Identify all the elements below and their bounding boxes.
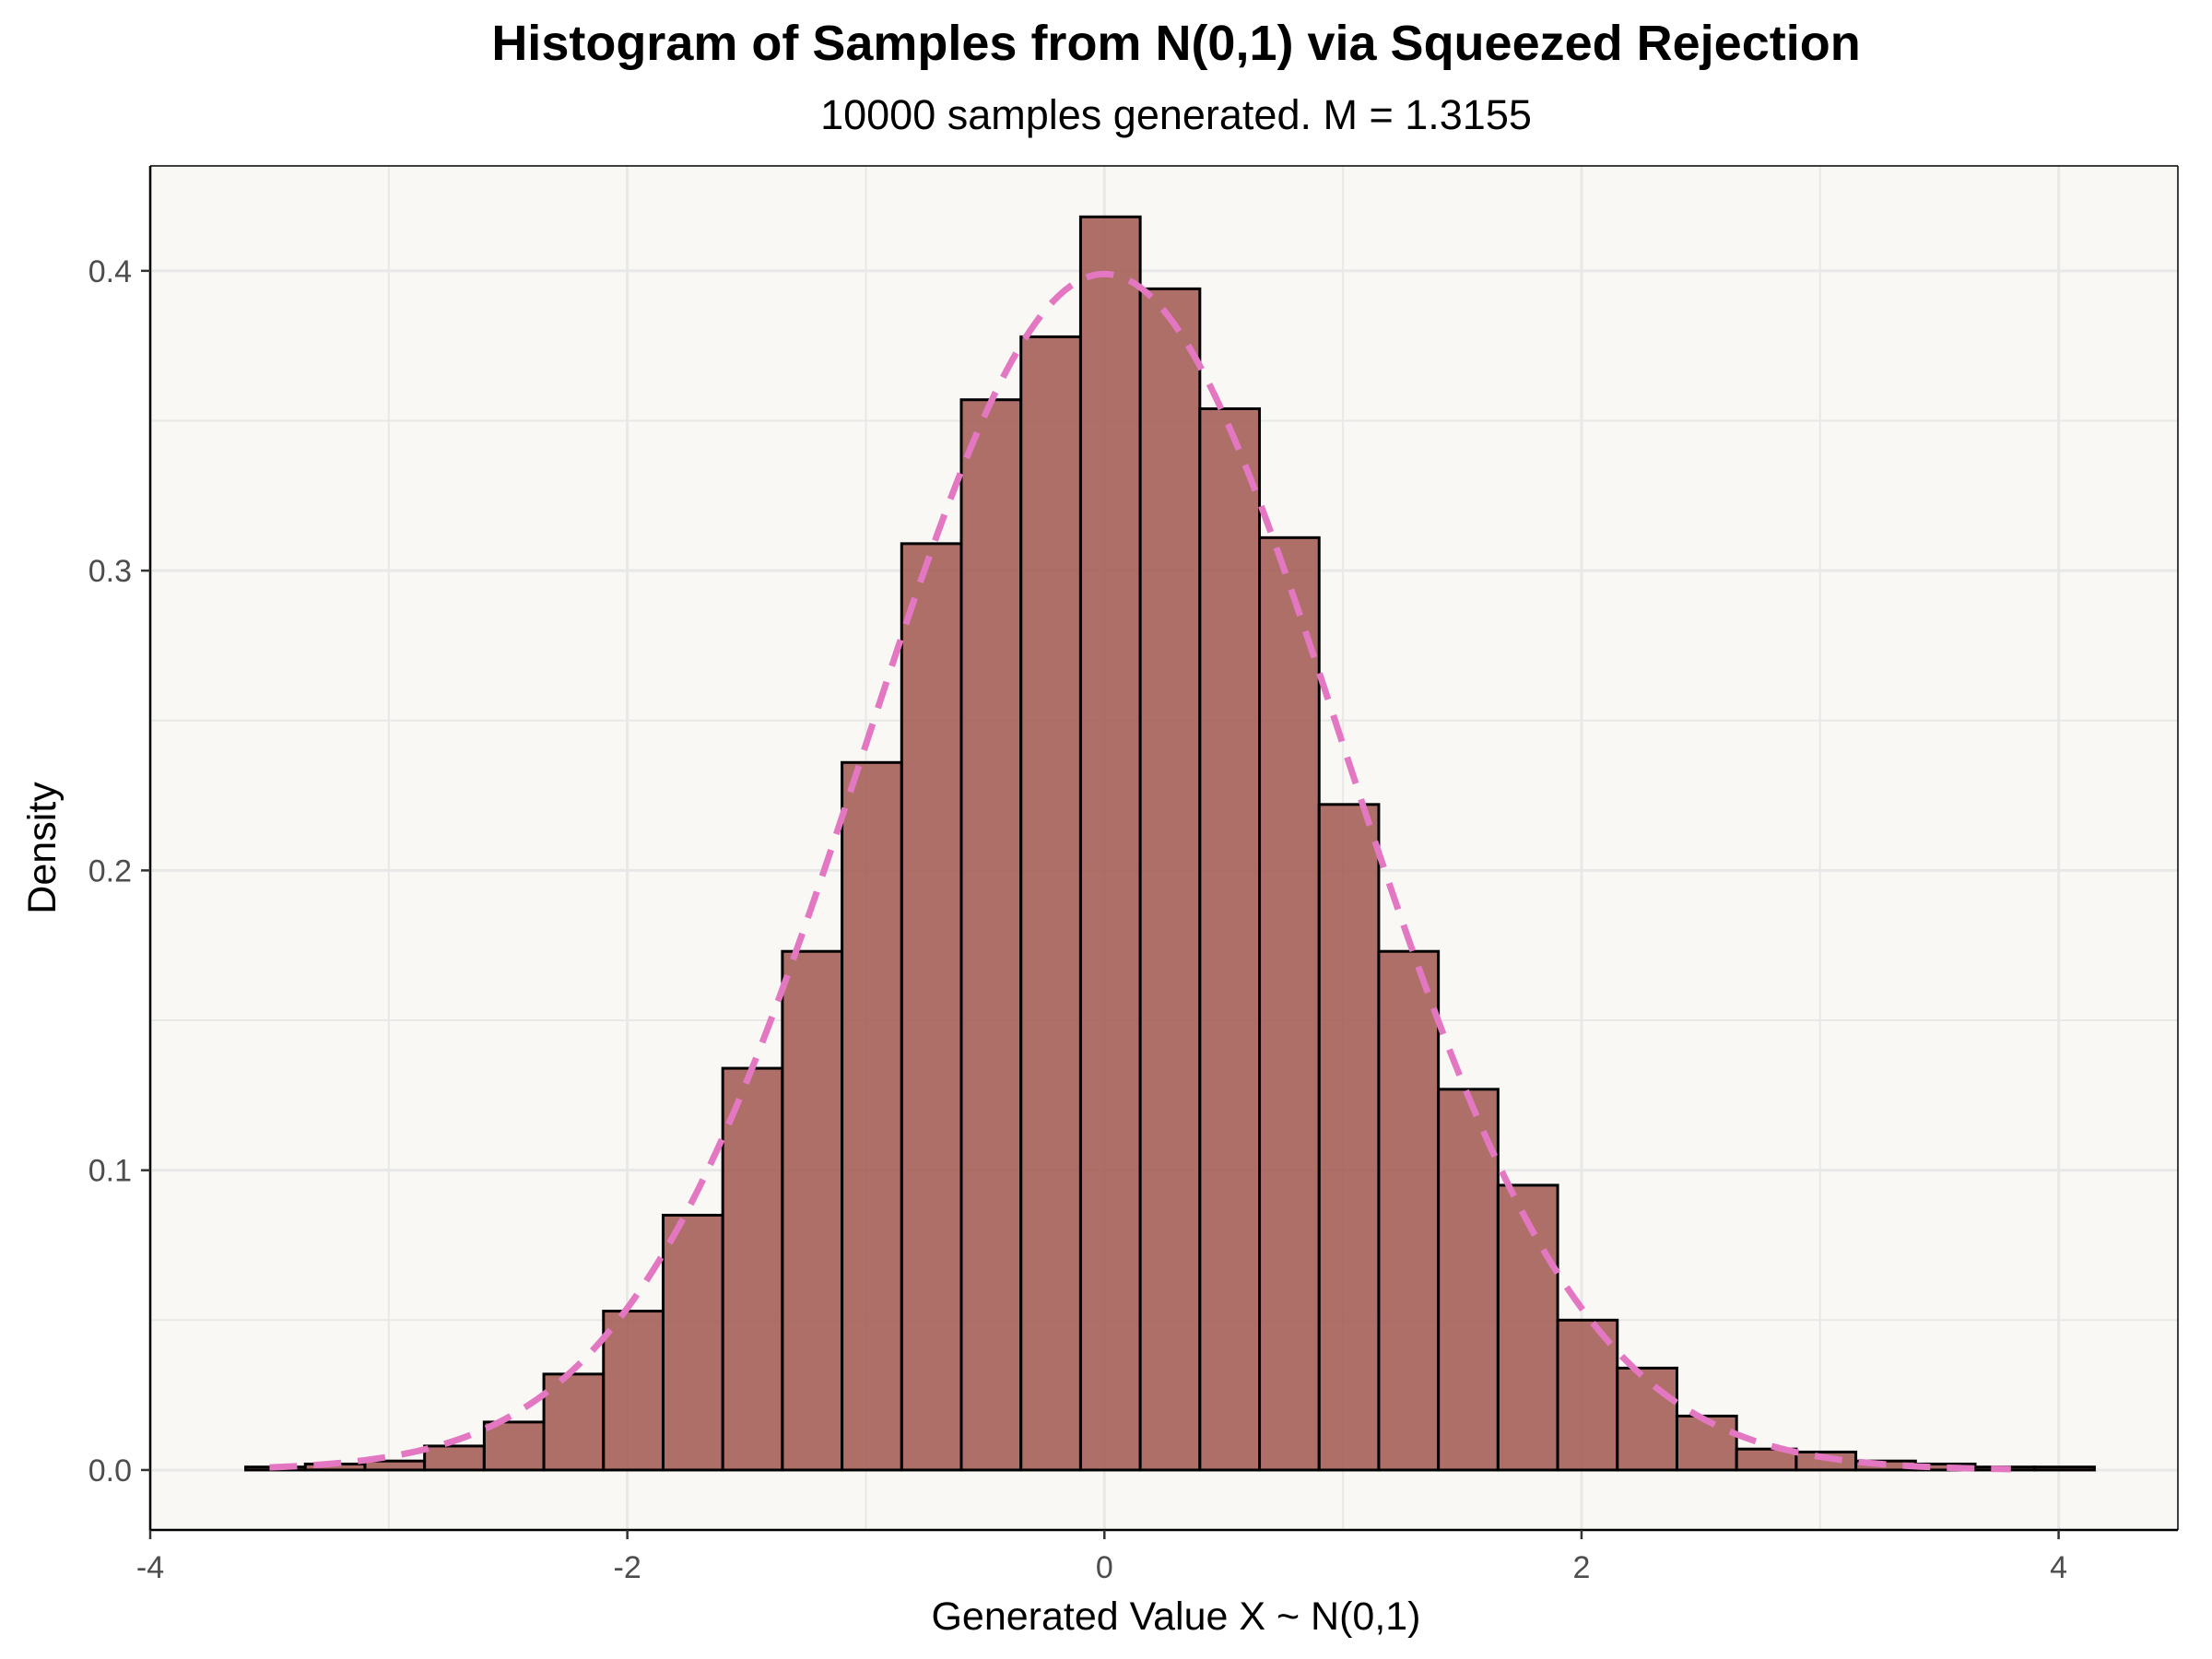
x-tick-label: -2 [614, 1550, 641, 1585]
histogram-bar [900, 542, 963, 1472]
histogram-bar [1258, 535, 1321, 1472]
histogram-bar [661, 1213, 724, 1472]
y-tick-label: 0.2 [88, 853, 132, 888]
histogram-bar [1675, 1414, 1738, 1472]
density-curve-layer [269, 270, 2011, 1473]
histogram-bar [602, 1310, 665, 1472]
x-tick-label: 2 [1572, 1550, 1590, 1585]
histogram-bar [1377, 949, 1441, 1472]
y-tick-label: 0.0 [88, 1453, 132, 1488]
histogram-bar [959, 398, 1023, 1472]
histogram-bar [1019, 335, 1082, 1472]
histogram-bar [781, 949, 844, 1472]
chart-subtitle: 10000 samples generated. M = 1.3155 [820, 91, 1532, 138]
chart-title: Histogram of Samples from N(0,1) via Squ… [491, 16, 1860, 71]
axis-layer: -4 -2 0 2 4 0.0 0.1 0.2 0.3 0.4 [88, 165, 2179, 1585]
histogram-bar [363, 1459, 427, 1472]
x-tick-label: 4 [2050, 1550, 2067, 1585]
y-tick-label: 0.1 [88, 1154, 132, 1189]
histogram-bars [244, 215, 2096, 1472]
histogram-bar [482, 1420, 546, 1472]
histogram-bar [1496, 1183, 1559, 1472]
x-axis-title: Generated Value X ~ N(0,1) [931, 1594, 1420, 1639]
x-tick-label: 0 [1096, 1550, 1113, 1585]
histogram-bar [1616, 1366, 1678, 1472]
histogram-bar [2033, 1465, 2096, 1472]
histogram-bar [1198, 406, 1262, 1472]
histogram-bar [542, 1372, 606, 1472]
histogram-bar [841, 760, 903, 1472]
x-tick-label: -4 [136, 1550, 164, 1585]
histogram-bar [721, 1066, 784, 1472]
histogram-bar [1317, 803, 1381, 1472]
histogram-bar [423, 1444, 486, 1472]
y-axis-title: Density [20, 782, 65, 914]
histogram-bar [1138, 287, 1202, 1472]
y-tick-label: 0.3 [88, 554, 132, 589]
y-tick-label: 0.4 [88, 254, 132, 289]
density-curve [269, 270, 2011, 1473]
histogram-bar [1078, 215, 1142, 1472]
